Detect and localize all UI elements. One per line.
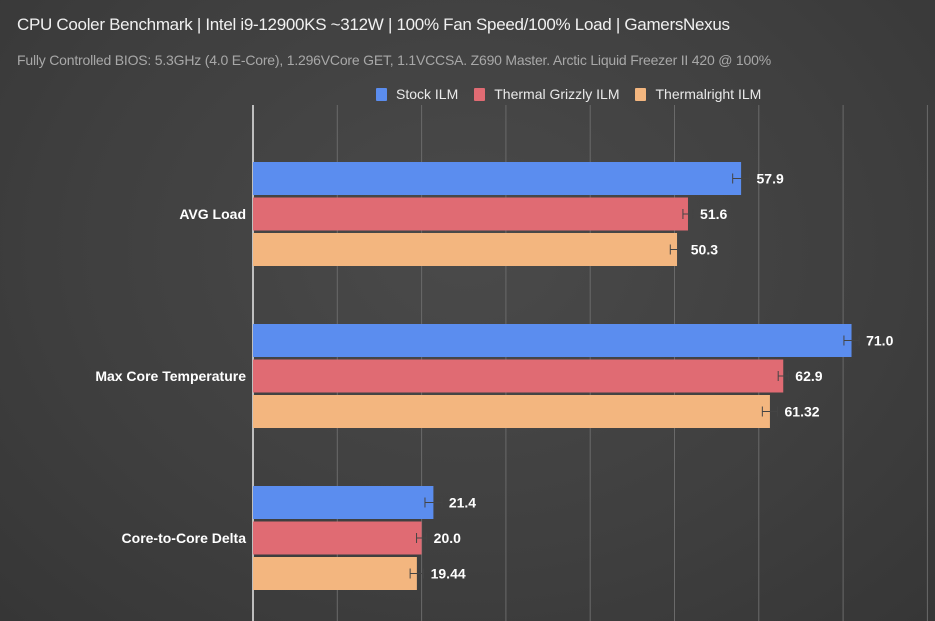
- data-label: 21.4: [449, 495, 476, 511]
- data-label: 57.9: [757, 171, 784, 187]
- category-label: AVG Load: [179, 206, 246, 222]
- legend-item-thermal-grizzly: Thermal Grizzly ILM: [474, 86, 619, 102]
- legend-swatch: [474, 87, 486, 101]
- data-label: 71.0: [866, 333, 893, 349]
- bar: [253, 197, 688, 231]
- data-label: 62.9: [795, 368, 822, 384]
- category-label: Core-to-Core Delta: [122, 530, 247, 546]
- data-label: 19.44: [431, 566, 466, 582]
- bar: [253, 359, 784, 393]
- legend-swatch: [635, 87, 647, 101]
- bar: [253, 486, 434, 519]
- bar: [253, 233, 678, 266]
- legend-label: Thermalright ILM: [655, 86, 762, 102]
- chart-title: CPU Cooler Benchmark | Intel i9-12900KS …: [17, 15, 730, 34]
- bar: [253, 324, 852, 357]
- data-label: 51.6: [700, 206, 727, 222]
- legend-swatch: [376, 87, 387, 101]
- legend: Stock ILM Thermal Grizzly ILM Thermalrig…: [376, 86, 761, 102]
- category-label: Max Core Temperature: [95, 368, 246, 384]
- data-label: 20.0: [434, 530, 461, 546]
- legend-label: Thermal Grizzly ILM: [494, 86, 620, 102]
- data-label: 50.3: [691, 242, 718, 258]
- bar: [253, 521, 422, 555]
- data-label: 61.32: [785, 404, 820, 420]
- legend-item-thermalright: Thermalright ILM: [635, 86, 761, 102]
- chart-subtitle: Fully Controlled BIOS: 5.3GHz (4.0 E-Cor…: [17, 52, 771, 68]
- legend-label: Stock ILM: [396, 86, 459, 102]
- bar: [253, 557, 417, 590]
- legend-item-stock: Stock ILM: [376, 86, 458, 102]
- bar: [253, 162, 742, 195]
- bar: [253, 395, 770, 428]
